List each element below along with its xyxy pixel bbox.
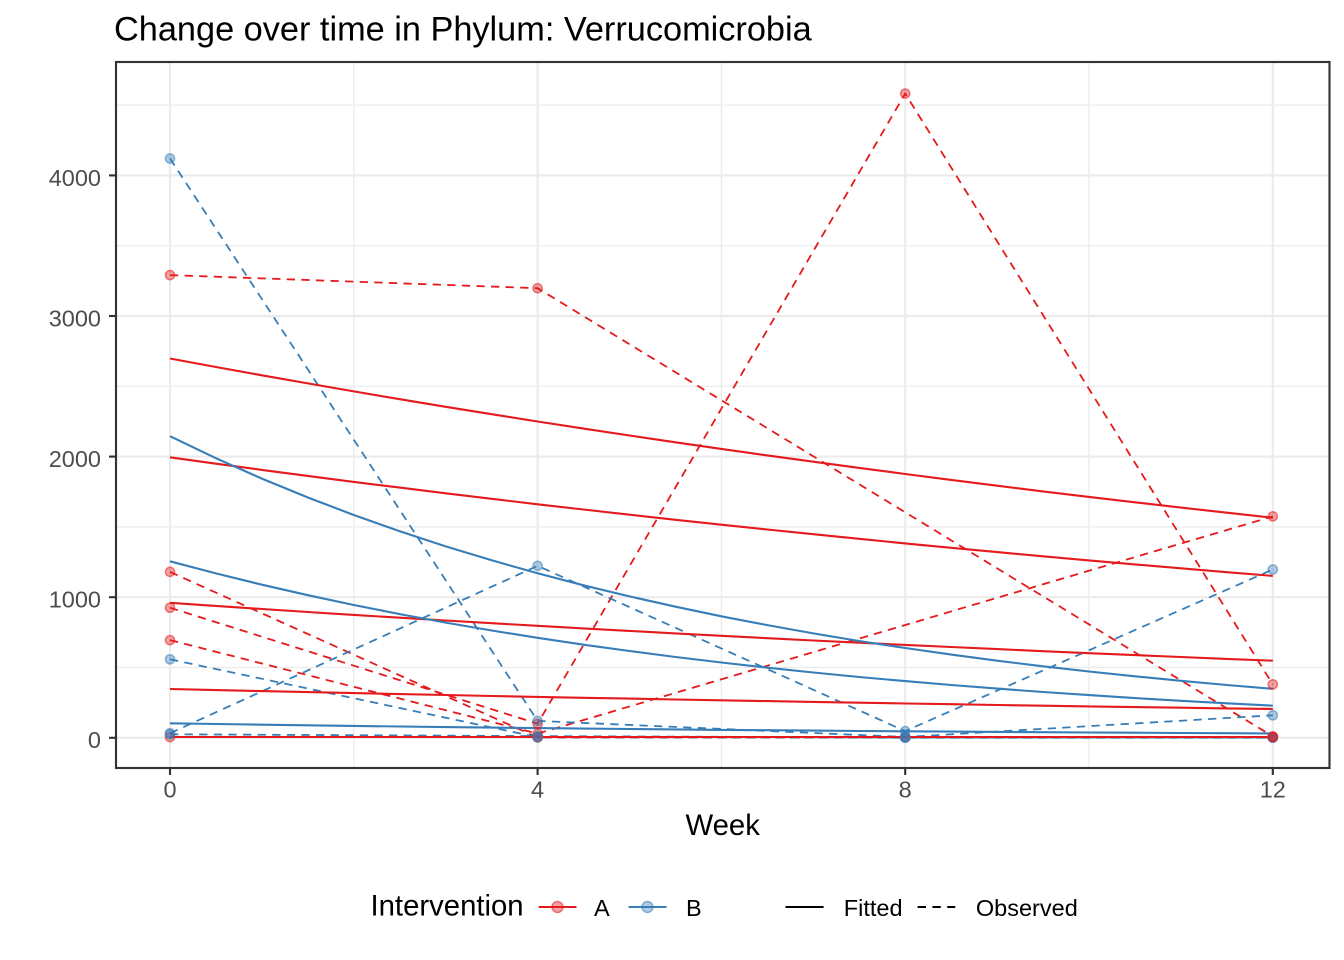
- svg-text:12: 12: [1260, 777, 1286, 803]
- svg-text:B: B: [686, 895, 702, 921]
- svg-text:A: A: [594, 895, 610, 921]
- svg-text:1000: 1000: [49, 587, 101, 613]
- svg-text:2000: 2000: [49, 446, 101, 472]
- svg-text:Fitted: Fitted: [844, 895, 903, 921]
- svg-text:0: 0: [88, 727, 101, 753]
- svg-text:Intervention: Intervention: [371, 890, 524, 923]
- svg-text:0: 0: [163, 777, 176, 803]
- svg-text:Week: Week: [686, 809, 761, 842]
- svg-text:4000: 4000: [49, 165, 101, 191]
- svg-text:4: 4: [531, 777, 544, 803]
- svg-text:Change over time in Phylum: Ve: Change over time in Phylum: Verrucomicro…: [114, 11, 813, 49]
- svg-text:8: 8: [899, 777, 912, 803]
- svg-text:Observed: Observed: [976, 895, 1078, 921]
- svg-text:3000: 3000: [49, 305, 101, 331]
